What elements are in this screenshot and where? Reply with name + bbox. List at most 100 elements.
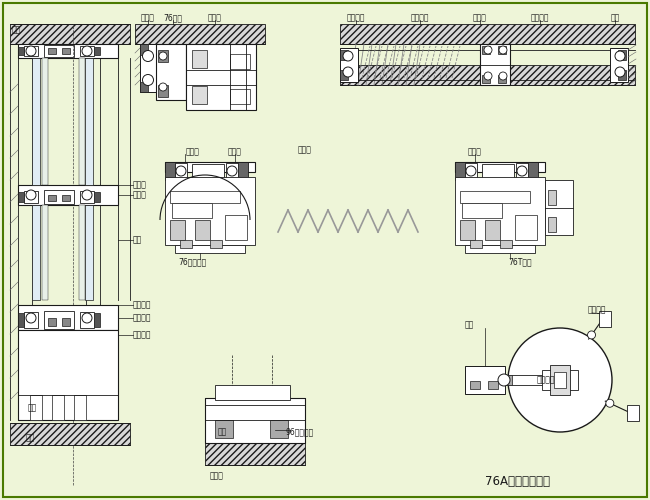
Bar bbox=[80, 46, 94, 56]
Bar bbox=[18, 44, 118, 58]
Circle shape bbox=[588, 331, 595, 339]
Bar bbox=[52, 395, 64, 420]
Bar bbox=[140, 44, 148, 55]
Text: 平门板: 平门板 bbox=[228, 148, 242, 156]
Bar bbox=[165, 177, 255, 245]
Text: 中扣条: 中扣条 bbox=[133, 190, 147, 200]
Circle shape bbox=[508, 328, 612, 432]
Bar bbox=[548, 190, 556, 205]
Bar bbox=[515, 215, 537, 240]
Bar bbox=[32, 205, 40, 300]
Text: 墙板: 墙板 bbox=[133, 236, 142, 244]
Bar bbox=[542, 370, 578, 390]
Bar bbox=[24, 46, 38, 56]
Bar bbox=[210, 240, 222, 248]
Circle shape bbox=[227, 166, 237, 176]
Bar bbox=[226, 163, 238, 179]
Text: 万能转角: 万能转角 bbox=[588, 306, 606, 314]
Bar bbox=[24, 191, 38, 203]
Bar bbox=[79, 205, 85, 300]
Circle shape bbox=[26, 46, 36, 56]
Bar bbox=[465, 163, 477, 179]
Bar bbox=[455, 177, 545, 245]
Bar bbox=[460, 220, 475, 240]
Bar bbox=[455, 162, 545, 172]
Text: 隐藏轨: 隐藏轨 bbox=[210, 472, 224, 480]
Circle shape bbox=[26, 313, 36, 323]
Text: 玻璃门: 玻璃门 bbox=[298, 146, 312, 154]
Bar bbox=[156, 44, 186, 100]
Text: 门扣胶条: 门扣胶条 bbox=[346, 14, 365, 22]
Bar bbox=[488, 381, 498, 389]
Bar bbox=[140, 44, 156, 92]
Bar bbox=[165, 162, 175, 180]
Circle shape bbox=[499, 46, 507, 54]
Bar bbox=[62, 318, 70, 326]
Text: 单封边: 单封边 bbox=[468, 148, 482, 156]
Text: 墙板: 墙板 bbox=[610, 14, 619, 22]
Circle shape bbox=[466, 166, 476, 176]
Bar bbox=[455, 162, 465, 180]
Bar bbox=[627, 405, 639, 421]
Bar bbox=[140, 82, 148, 92]
Bar bbox=[482, 46, 490, 54]
Bar bbox=[550, 365, 570, 395]
Bar bbox=[270, 420, 288, 438]
Bar bbox=[485, 220, 500, 240]
Bar bbox=[465, 366, 505, 394]
Bar bbox=[482, 164, 514, 178]
Text: 门方柱: 门方柱 bbox=[208, 14, 222, 22]
Circle shape bbox=[142, 74, 153, 86]
Bar bbox=[548, 217, 556, 232]
Bar bbox=[340, 24, 635, 44]
Bar bbox=[48, 48, 56, 54]
Circle shape bbox=[343, 51, 353, 61]
Circle shape bbox=[498, 374, 510, 386]
Bar bbox=[170, 191, 240, 203]
Bar bbox=[18, 313, 24, 327]
Text: 大花: 大花 bbox=[12, 26, 21, 35]
Circle shape bbox=[159, 52, 167, 60]
Bar bbox=[340, 50, 348, 60]
Bar bbox=[192, 86, 207, 104]
Bar bbox=[186, 44, 256, 110]
Text: 地托: 地托 bbox=[218, 428, 227, 436]
Bar bbox=[24, 312, 38, 328]
Bar bbox=[180, 240, 192, 248]
Bar bbox=[158, 50, 168, 62]
Circle shape bbox=[499, 72, 507, 80]
Text: 扣板胶条: 扣板胶条 bbox=[411, 14, 429, 22]
Circle shape bbox=[142, 50, 153, 62]
Text: 76T字柱: 76T字柱 bbox=[508, 258, 532, 266]
Bar bbox=[504, 375, 512, 385]
Bar bbox=[18, 47, 24, 55]
Bar bbox=[62, 195, 70, 201]
Text: 门板: 门板 bbox=[465, 320, 474, 330]
Circle shape bbox=[26, 190, 36, 200]
Bar bbox=[500, 240, 512, 248]
Bar bbox=[195, 220, 210, 240]
Bar bbox=[170, 220, 185, 240]
Text: 固地扣板: 固地扣板 bbox=[133, 330, 151, 340]
Circle shape bbox=[159, 83, 167, 91]
Bar bbox=[340, 48, 358, 82]
Bar bbox=[10, 24, 130, 44]
Circle shape bbox=[82, 46, 92, 56]
Bar bbox=[618, 70, 626, 80]
Bar bbox=[44, 45, 74, 57]
Circle shape bbox=[615, 51, 625, 61]
Bar bbox=[230, 89, 250, 104]
Bar bbox=[94, 47, 100, 55]
Text: 扣板胶条: 扣板胶条 bbox=[133, 300, 151, 310]
Bar bbox=[470, 240, 482, 248]
Bar bbox=[460, 191, 530, 203]
Bar bbox=[80, 312, 94, 328]
Bar bbox=[18, 192, 24, 202]
Bar bbox=[498, 75, 506, 83]
Text: 76A系列节点样式: 76A系列节点样式 bbox=[485, 475, 550, 488]
Bar bbox=[42, 205, 48, 300]
Bar bbox=[545, 180, 573, 235]
Bar bbox=[158, 85, 168, 97]
Bar bbox=[30, 395, 42, 420]
Text: 地轨: 地轨 bbox=[28, 404, 37, 412]
